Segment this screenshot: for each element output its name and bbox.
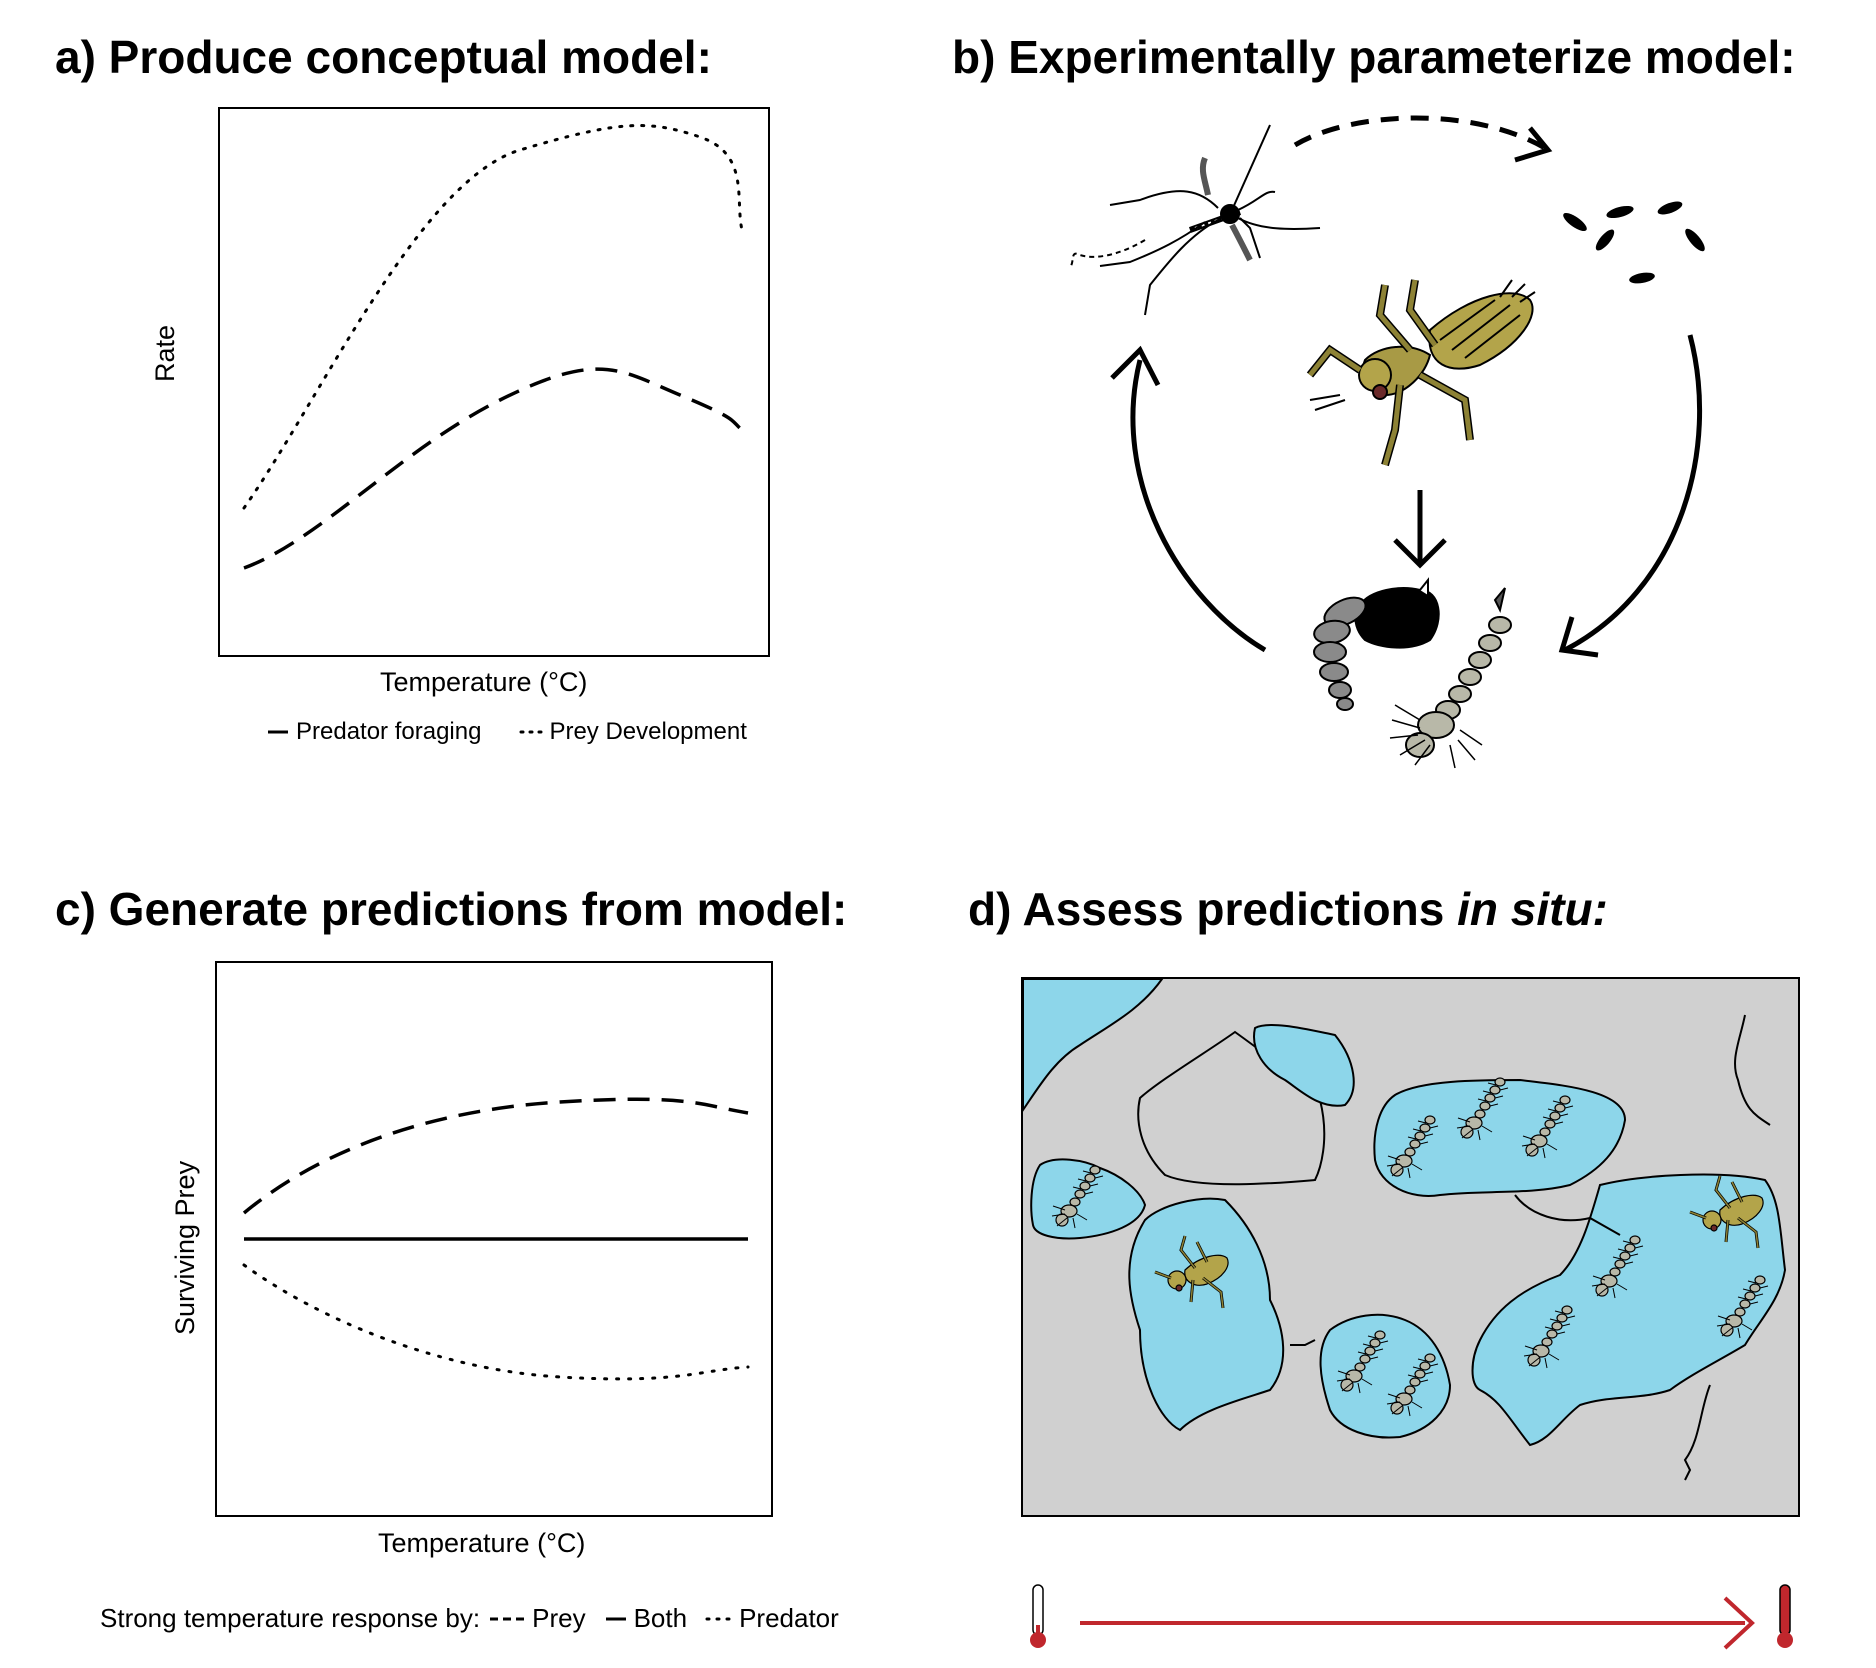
dashed-arrow-top bbox=[1293, 115, 1547, 151]
panel-c-plot bbox=[215, 961, 773, 1517]
panel-c-plot-frame bbox=[215, 961, 773, 1517]
stonefly-nymph-predator-icon bbox=[1306, 279, 1536, 467]
legend-both: Both bbox=[633, 1603, 688, 1633]
panel-d-title-italic: in situ: bbox=[1457, 883, 1608, 935]
larva-icon bbox=[1389, 587, 1512, 769]
pool-center-left bbox=[1128, 1197, 1285, 1432]
dry-pool-outline bbox=[1137, 1030, 1326, 1186]
legend-predator-key bbox=[705, 1617, 733, 1620]
panel-a-plot bbox=[218, 107, 770, 657]
right-cycle-arrow bbox=[1563, 334, 1703, 653]
life-cycle-diagram bbox=[1069, 115, 1705, 769]
prey-development-curve bbox=[242, 124, 744, 510]
panel-b-title: b) Experimentally parameterize model: bbox=[952, 31, 1796, 83]
pool-right bbox=[1471, 1173, 1787, 1447]
pool-bottom-center bbox=[1319, 1313, 1452, 1439]
pool-small-top bbox=[1253, 1024, 1355, 1107]
down-arrowhead bbox=[1393, 538, 1447, 569]
legend-predator-foraging: Predator foraging bbox=[296, 718, 482, 745]
legend-predator: Predator bbox=[739, 1603, 839, 1633]
temperature-arrowhead bbox=[1723, 1596, 1755, 1650]
rock-cracks bbox=[1290, 1014, 1771, 1481]
pupa-icon bbox=[1313, 577, 1440, 711]
dashed-arrowhead bbox=[1514, 126, 1553, 163]
predator-foraging-curve bbox=[243, 367, 744, 570]
left-cycle-arrow bbox=[1130, 359, 1267, 653]
panel-c-legend: Strong temperature response by: Prey Bot… bbox=[100, 1603, 839, 1634]
prey-response-curve bbox=[242, 1097, 749, 1215]
panel-a-title: a) Produce conceptual model: bbox=[55, 31, 712, 83]
legend-prefix: Strong temperature response by: bbox=[100, 1603, 481, 1633]
legend-dot-key bbox=[519, 730, 543, 734]
warm-thermometer-icon bbox=[1777, 1584, 1793, 1648]
panel-c-xlabel: Temperature (°C) bbox=[378, 1528, 586, 1558]
legend-prey-key bbox=[490, 1617, 525, 1620]
panel-a-legend: Predator foraging Prey Development bbox=[258, 718, 747, 746]
predator-response-curve bbox=[242, 1263, 750, 1381]
adult-mosquito-icon bbox=[1069, 124, 1321, 316]
eggs-icon bbox=[1563, 201, 1705, 284]
panel-c-title: c) Generate predictions from model: bbox=[55, 883, 848, 935]
right-cycle-arrowhead bbox=[1558, 616, 1599, 658]
legend-dash-key bbox=[268, 730, 288, 734]
panel-a-plot-frame bbox=[218, 107, 770, 657]
panel-a-xlabel: Temperature (°C) bbox=[380, 667, 588, 697]
legend-prey: Prey bbox=[532, 1603, 586, 1633]
cool-thermometer-icon bbox=[1030, 1584, 1046, 1648]
legend-prey-development: Prey Development bbox=[549, 718, 747, 745]
pool-top-left-corner bbox=[1022, 978, 1164, 1114]
legend-both-key bbox=[605, 1617, 626, 1620]
panel-d-title: d) Assess predictions in situ: bbox=[968, 882, 1608, 936]
panel-d-title-main: d) Assess predictions bbox=[968, 883, 1458, 935]
left-cycle-arrowhead bbox=[1110, 345, 1161, 387]
